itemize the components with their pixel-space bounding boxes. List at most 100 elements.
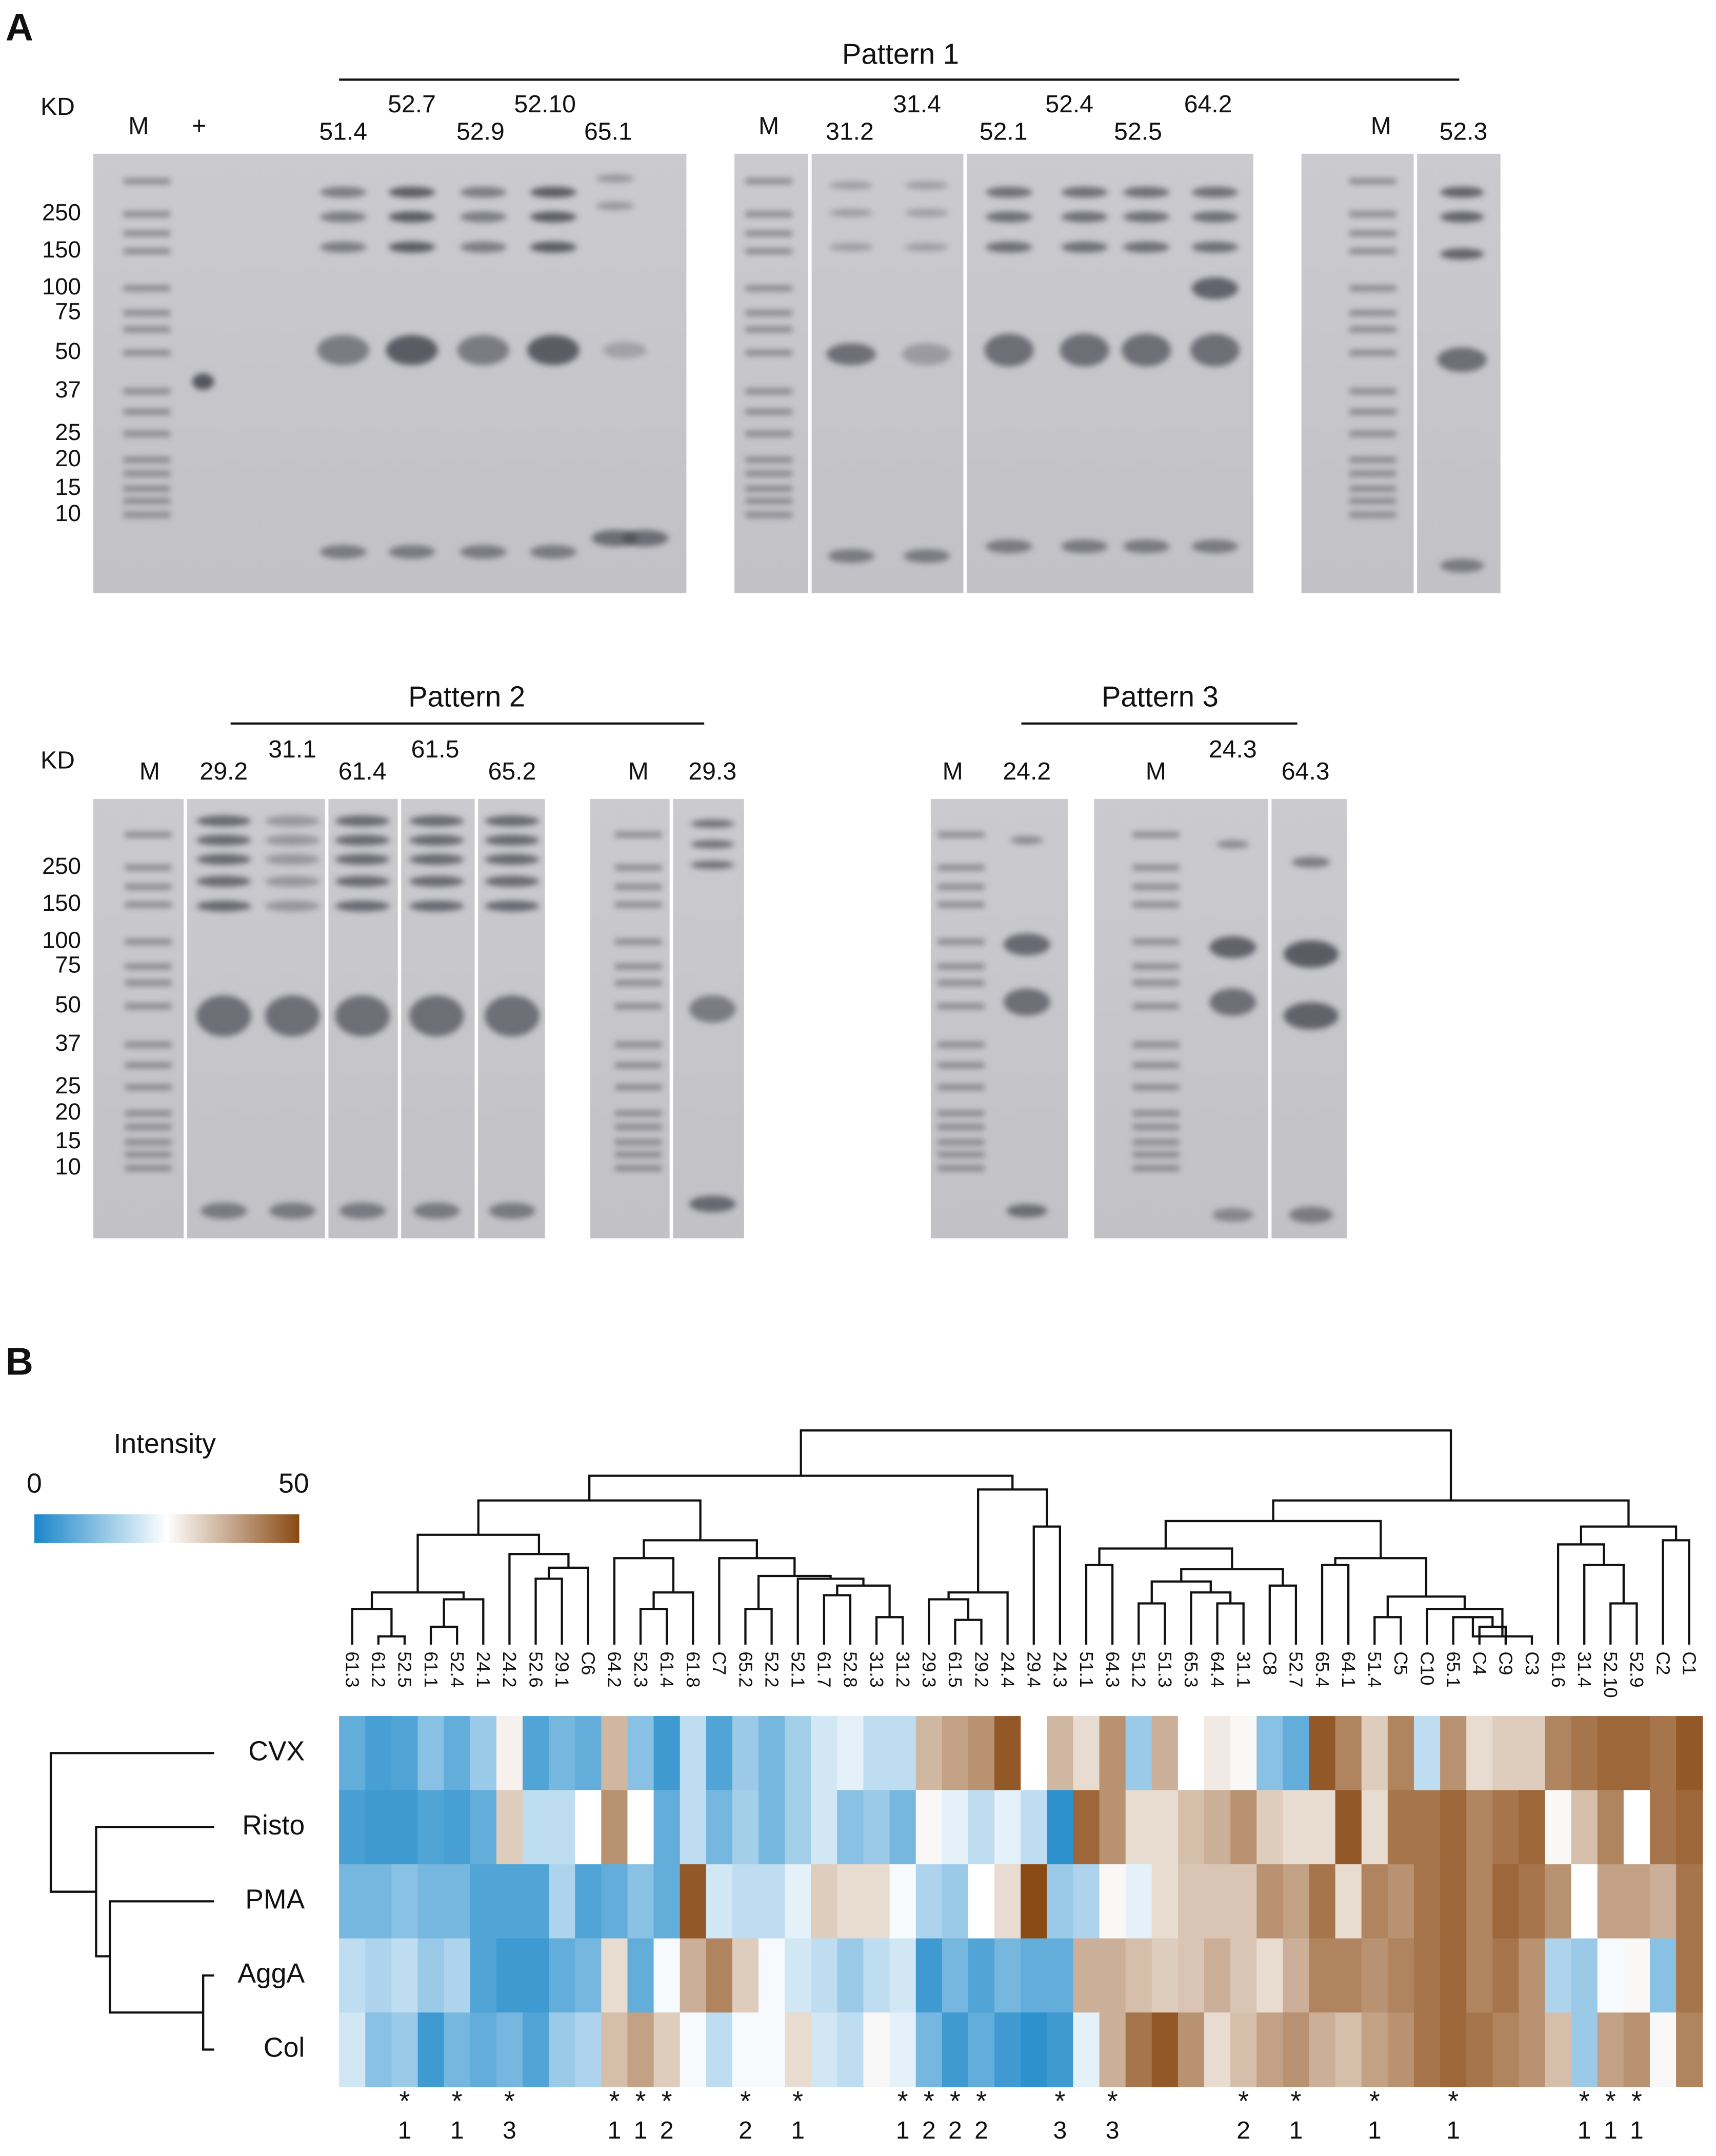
colorbar-max: 50 [278,1468,309,1499]
column-label: 31.1 [1233,1651,1254,1687]
heatmap-cell [994,1864,1022,1939]
ladder-band [123,388,170,394]
heatmap-cell [1466,1790,1493,1865]
gel-band [265,815,320,827]
heatmap-cell [1466,1716,1493,1791]
ladder-band [1132,865,1180,871]
column-label: 52.9 [1626,1651,1647,1687]
heatmap-cell [1387,1790,1415,1865]
ladder-band [1132,1084,1180,1090]
pattern-title: Pattern 2 [408,680,525,712]
gel-band [1010,836,1044,845]
heatmap-cell [1073,2012,1100,2087]
heatmap-cell [1387,1864,1415,1939]
gel [734,153,1253,593]
ladder-band [125,865,172,871]
ladder-band [745,327,792,332]
heatmap-cell [811,1938,838,2013]
heatmap-cell [759,1716,786,1791]
kd-tick-label: 10 [55,1153,81,1180]
star: * [504,2086,515,2117]
gel-band [409,834,464,846]
gel-band [335,995,390,1037]
ladder-band [615,980,662,986]
heatmap-cell [1283,1938,1310,2013]
ladder-band [123,211,170,217]
heatmap-cell [496,2012,524,2087]
heatmap-cell [968,1938,995,2013]
heatmap-cell [994,1790,1022,1865]
heatmap-cell [759,1938,786,2013]
heatmap-cell [601,1790,628,1865]
heatmap-cell [1676,2012,1703,2087]
gel-band [317,335,370,366]
heatmap-cell [417,1938,445,2013]
gel-band [339,1202,386,1220]
heatmap-cell [1256,1790,1284,1865]
heatmap-cell [1361,1716,1388,1791]
ladder-band [745,230,792,236]
column-label: 52.10 [1600,1651,1621,1698]
ladder-band [125,884,172,890]
ladder-band [745,178,792,184]
heatmap-cell [1230,1790,1258,1865]
gel-band [1289,1206,1333,1224]
gel-band [905,181,949,190]
lane-label: 64.3 [1282,757,1330,785]
lane-label: 29.2 [199,757,248,785]
heatmap-cell [1361,1864,1388,1939]
ladder-band [615,1003,662,1009]
heatmap-cell [1466,1864,1493,1939]
ladder-band [745,248,792,254]
column-label: 52.4 [447,1651,468,1687]
ladder-band [937,1151,985,1157]
gel-band [1003,933,1050,956]
ladder-band [1132,902,1180,908]
ladder-band [125,832,172,837]
heatmap-cell [601,1716,628,1791]
gel-band [1191,187,1239,198]
gel-band [527,335,580,366]
ladder-band [1349,457,1396,463]
gel-band [690,861,735,869]
heatmap-cell [1440,1790,1467,1865]
ladder-band [1132,1110,1180,1116]
ladder-band [937,939,985,945]
ladder-band [745,350,792,356]
heatmap-cell [1073,1716,1100,1791]
gel-band [905,208,949,217]
heatmap-cell [1676,1938,1703,2013]
kd-tick-label: 15 [55,1127,81,1153]
heatmap-cell [1309,1716,1336,1791]
heatmap-cell [549,2012,576,2087]
heatmap-cell [391,2012,418,2087]
column-label: 64.4 [1207,1651,1228,1687]
star: * [740,2086,751,2117]
heatmap-cell [1361,1938,1388,2013]
column-label: 31.4 [1574,1651,1595,1687]
heatmap-cell [1047,2012,1074,2087]
heatmap-cell [1413,1938,1441,2013]
gel-band [388,242,435,253]
ladder-band [1349,230,1396,236]
ladder-band [123,178,170,184]
column-label: 65.3 [1181,1651,1202,1687]
star: * [976,2086,987,2117]
column-label: C1 [1679,1651,1700,1675]
column-label: 24.1 [473,1651,494,1687]
kd-tick-label: 100 [42,273,81,300]
ladder-band [1132,1151,1180,1157]
ladder-band [745,512,792,518]
pattern-number: 2 [660,2117,674,2144]
heatmap-cell [785,1790,812,1865]
star: * [1107,2086,1118,2117]
heatmap-cell [1230,2012,1258,2087]
kd-tick-label: 250 [42,199,81,226]
ladder-band [937,1084,985,1090]
heatmap-cell [496,1790,524,1865]
heatmap-cell [391,1716,418,1791]
heatmap-cell [994,1716,1022,1791]
gel-band [1191,211,1239,223]
gel-band [265,995,320,1037]
column-label: 29.2 [971,1651,992,1687]
